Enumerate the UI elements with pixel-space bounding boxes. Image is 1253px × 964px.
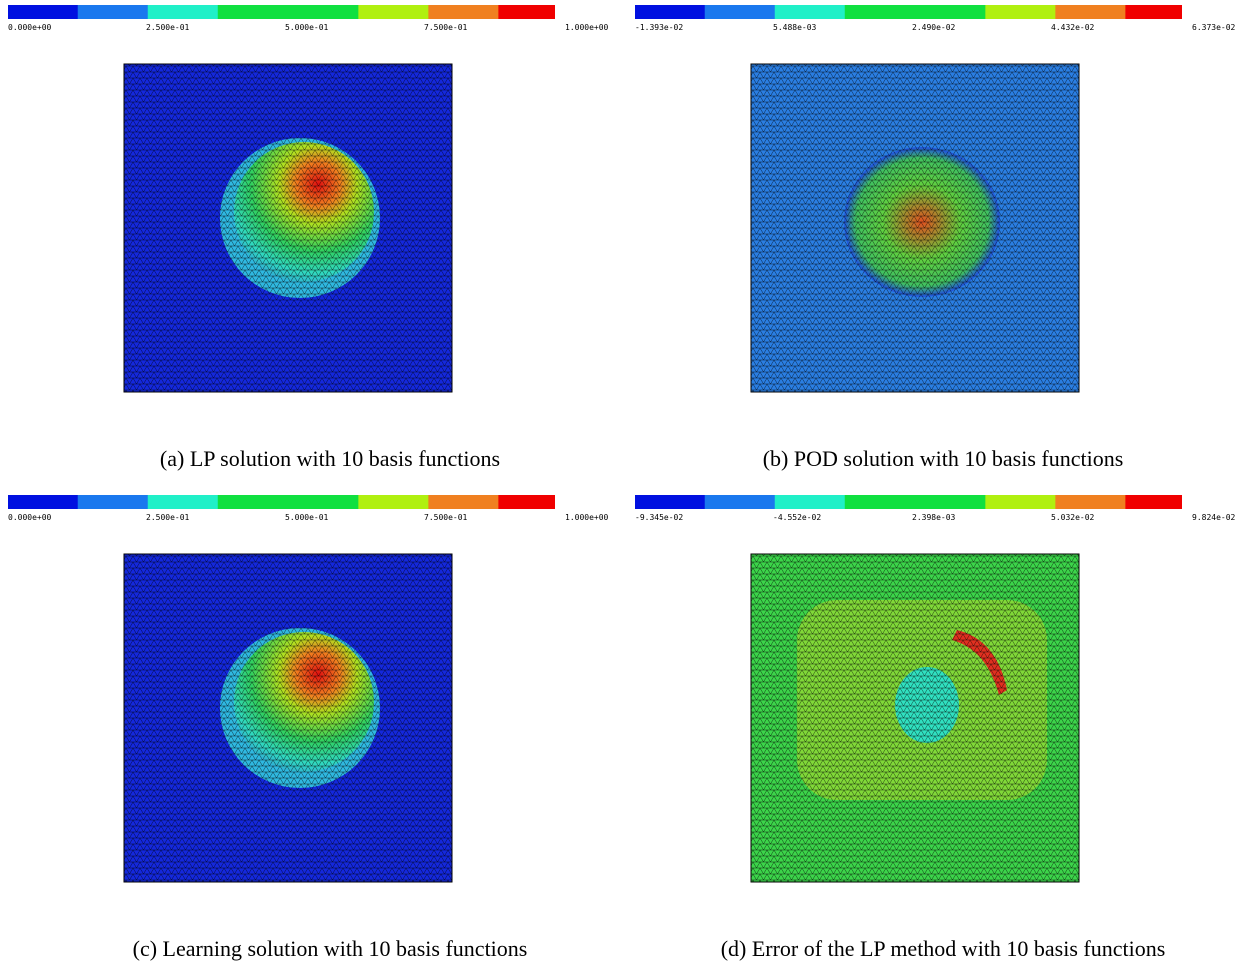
colorbar-label: 5.488e-03 [773, 23, 817, 32]
colorbar [635, 495, 1182, 509]
panel: 0.000e+00 2.500e-01 5.000e-01 7.500e-01 1.00… [8, 5, 609, 471]
colorbar-label: 0.000e+00 [8, 513, 52, 522]
colorbar-label: 4.432e-02 [1051, 23, 1095, 32]
colorbar-label: 2.398e-03 [912, 513, 956, 522]
caption: (d) Error of the LP method with 10 basis… [721, 936, 1166, 961]
panel: -9.345e-02 -4.552e-02 2.398e-03 5.032e-02 9.… [635, 495, 1236, 961]
colorbar-label: 2.490e-02 [912, 23, 956, 32]
colorbar-label: -1.393e-02 [635, 23, 683, 32]
colorbar [635, 5, 1182, 19]
panel: 0.000e+00 2.500e-01 5.000e-01 7.500e-01 1.00… [8, 495, 609, 961]
colorbar [8, 495, 555, 509]
mesh [123, 553, 453, 883]
mesh [750, 63, 1080, 393]
colorbar-label: -9.345e-02 [635, 513, 683, 522]
colorbar-label: 7.500e-01 [424, 23, 468, 32]
caption: (c) Learning solution with 10 basis func… [133, 936, 528, 961]
caption: (a) LP solution with 10 basis functions [160, 446, 500, 471]
colorbar-label: 1.000e+00 [565, 513, 609, 522]
colorbar [8, 5, 555, 19]
mesh [123, 63, 453, 393]
caption: (b) POD solution with 10 basis functions [763, 446, 1124, 471]
colorbar-label: 5.032e-02 [1051, 513, 1095, 522]
colorbar-label: 2.500e-01 [146, 513, 190, 522]
colorbar-label: 0.000e+00 [8, 23, 52, 32]
mesh [750, 553, 1080, 883]
colorbar-label: -4.552e-02 [773, 513, 821, 522]
panel: -1.393e-02 5.488e-03 2.490e-02 4.432e-02 6.3… [635, 5, 1236, 471]
colorbar-label: 5.000e-01 [285, 23, 329, 32]
colorbar-label: 2.500e-01 [146, 23, 190, 32]
colorbar-label: 6.373e-02 [1192, 23, 1236, 32]
colorbar-label: 5.000e-01 [285, 513, 329, 522]
colorbar-label: 1.000e+00 [565, 23, 609, 32]
colorbar-label: 9.824e-02 [1192, 513, 1236, 522]
colorbar-label: 7.500e-01 [424, 513, 468, 522]
